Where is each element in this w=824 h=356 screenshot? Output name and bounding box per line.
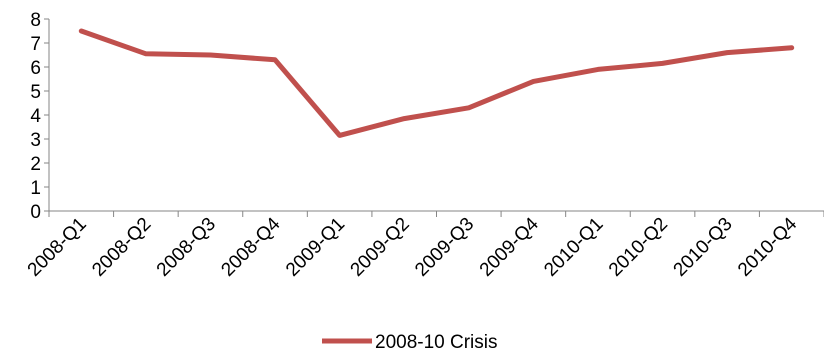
legend-label: 2008-10 Crisis: [375, 332, 498, 353]
x-tick-label: 2009-Q4: [476, 213, 543, 280]
x-tick-label: 2009-Q3: [411, 214, 478, 281]
data-point: [80, 30, 82, 32]
x-tick-label: 2008-Q3: [153, 214, 220, 281]
y-tick-label: 0: [30, 202, 41, 223]
data-point: [791, 47, 793, 49]
x-axis: 2008-Q12008-Q22008-Q32008-Q42009-Q12009-…: [24, 210, 824, 281]
y-tick-label: 2: [30, 154, 41, 175]
y-tick-label: 6: [30, 58, 41, 79]
y-tick-label: 8: [30, 10, 41, 31]
data-point: [468, 107, 470, 109]
data-point: [532, 80, 534, 82]
data-point: [145, 53, 147, 55]
data-point: [597, 68, 599, 70]
series-line: [78, 28, 795, 138]
data-point: [403, 118, 405, 120]
y-tick-label: 7: [30, 34, 41, 55]
x-tick-label: 2008-Q1: [24, 214, 91, 281]
data-point: [662, 62, 664, 64]
x-tick-label: 2010-Q4: [734, 213, 801, 280]
data-point: [209, 54, 211, 56]
series-layer: [78, 28, 795, 138]
y-tick-label: 3: [30, 130, 41, 151]
y-axis: 0 1 2 3 4 5 6 7 8: [30, 10, 50, 223]
legend: 2008-10 Crisis: [322, 332, 498, 353]
x-tick-label: 2009-Q1: [282, 214, 349, 281]
x-tick-label: 2010-Q3: [670, 214, 737, 281]
x-tick-label: 2009-Q2: [347, 214, 414, 281]
y-tick-label: 5: [30, 82, 41, 103]
y-tick-label: 1: [30, 178, 41, 199]
x-tick-label: 2010-Q2: [605, 214, 672, 281]
x-tick-label: 2010-Q1: [540, 214, 607, 281]
y-tick-label: 4: [30, 106, 41, 127]
x-tick-label: 2008-Q4: [217, 213, 284, 280]
x-tick-label: 2008-Q2: [88, 214, 155, 281]
data-point: [726, 52, 728, 54]
data-point: [274, 59, 276, 61]
data-point: [339, 134, 341, 136]
